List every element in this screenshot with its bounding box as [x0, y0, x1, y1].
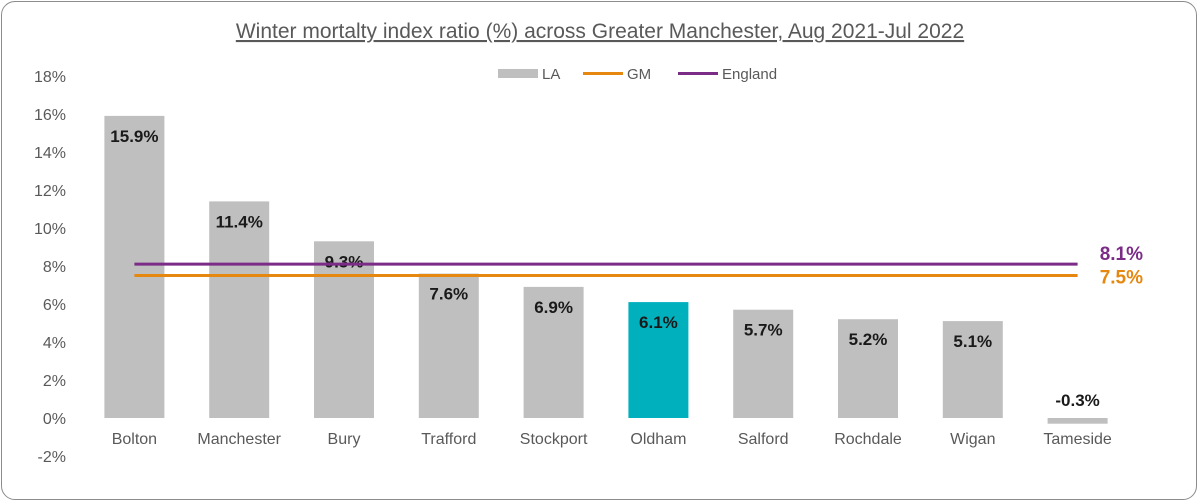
- bar-oldham: [628, 302, 689, 418]
- x-tick-label: Trafford: [421, 431, 476, 448]
- x-tick-label: Salford: [738, 431, 789, 448]
- x-tick-label: Bury: [328, 431, 361, 448]
- x-axis: Bolton Manchester Bury Trafford Stockport Old…: [112, 431, 1112, 448]
- x-tick-label: Manchester: [197, 431, 281, 448]
- bar-bolton: [104, 115, 165, 419]
- y-tick-label: 8%: [43, 259, 66, 276]
- data-label-bolton: 15.9%: [110, 127, 158, 146]
- x-tick-label: Oldham: [630, 431, 686, 448]
- x-tick-label: Tameside: [1043, 431, 1112, 448]
- england-value-label: 8.1%: [1100, 244, 1143, 265]
- bar-bury: [314, 241, 374, 418]
- chart-title: Winter mortalty index ratio (%) across G…: [236, 20, 964, 43]
- data-label-oldham: 6.1%: [639, 313, 678, 332]
- legend: LA GM England: [498, 66, 777, 83]
- y-tick-label: 6%: [43, 297, 66, 314]
- y-tick-label: 12%: [34, 183, 66, 200]
- data-label-bury: 9.3%: [325, 252, 364, 271]
- y-tick-label: 10%: [34, 221, 66, 238]
- bar-trafford: [418, 273, 479, 418]
- x-tick-label: Bolton: [112, 431, 157, 448]
- bar-tameside: [1047, 418, 1108, 424]
- gm-value-label: 7.5%: [1100, 268, 1143, 289]
- bars: 15.9% 11.4% 9.3% 7.6% 6.9% 6.1% 5.7% 5.2% 5.1% -0…: [104, 115, 1108, 424]
- y-axis: 18% 16% 14% 12% 10% 8% 6% 4% 2% 0% -2%: [34, 69, 66, 466]
- reference-lines: 8.1% 7.5%: [134, 244, 1143, 289]
- bar-rochdale: [838, 319, 898, 418]
- x-tick-label: Stockport: [520, 431, 588, 448]
- data-label-manchester: 11.4%: [216, 212, 263, 231]
- data-label-stockport: 6.9%: [534, 298, 573, 317]
- y-tick-label: 4%: [43, 335, 66, 352]
- y-tick-label: 18%: [34, 69, 66, 86]
- y-tick-label: 16%: [34, 107, 66, 124]
- x-tick-label: Wigan: [950, 431, 995, 448]
- data-label-salford: 5.7%: [744, 321, 783, 340]
- data-label-wigan: 5.1%: [953, 332, 992, 351]
- data-label-trafford: 7.6%: [429, 285, 468, 304]
- bar-manchester: [209, 201, 270, 418]
- bar-stockport: [523, 286, 584, 418]
- y-tick-label: 2%: [43, 373, 66, 390]
- bar-wigan: [942, 321, 1003, 418]
- legend-label-la: LA: [542, 66, 560, 83]
- data-label-rochdale: 5.2%: [849, 330, 888, 349]
- legend-label-gm: GM: [627, 66, 651, 83]
- x-tick-label: Rochdale: [834, 431, 902, 448]
- y-tick-label: 0%: [43, 411, 66, 428]
- data-label-tameside: -0.3%: [1055, 391, 1099, 410]
- y-tick-label: -2%: [38, 449, 66, 466]
- legend-label-england: England: [722, 66, 777, 83]
- bar-salford: [733, 309, 794, 418]
- y-tick-label: 14%: [34, 145, 66, 162]
- legend-swatch-la: [498, 69, 538, 78]
